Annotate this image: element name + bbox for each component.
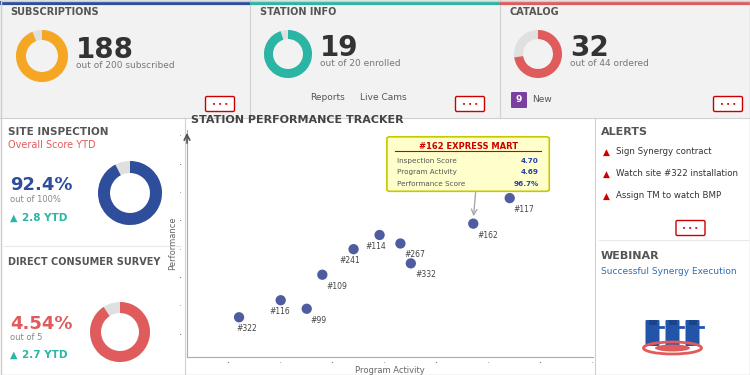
Text: ▲: ▲ — [603, 192, 610, 201]
Text: #267: #267 — [404, 251, 425, 260]
Text: #322: #322 — [236, 324, 257, 333]
Text: 9: 9 — [516, 96, 522, 105]
Text: #224: #224 — [530, 178, 550, 187]
Point — [301, 306, 313, 312]
Text: ▲: ▲ — [10, 213, 17, 223]
Text: out of 44 ordered: out of 44 ordered — [570, 58, 649, 68]
Wedge shape — [98, 161, 162, 225]
Text: Successful Synergy Execution: Successful Synergy Execution — [601, 267, 736, 276]
Text: Overall Score YTD: Overall Score YTD — [8, 140, 96, 150]
Text: 188: 188 — [76, 36, 134, 64]
FancyBboxPatch shape — [0, 118, 185, 375]
FancyBboxPatch shape — [676, 220, 705, 236]
FancyBboxPatch shape — [646, 320, 659, 346]
Point — [316, 272, 328, 278]
Wedge shape — [264, 30, 312, 78]
Text: 4.54%: 4.54% — [10, 315, 73, 333]
Text: • • •: • • • — [682, 225, 699, 231]
Point — [233, 314, 245, 320]
Text: New: New — [532, 96, 552, 105]
Text: ▲: ▲ — [10, 350, 17, 360]
Wedge shape — [16, 30, 68, 82]
FancyBboxPatch shape — [713, 96, 742, 111]
X-axis label: Program Activity: Program Activity — [356, 366, 424, 375]
Point — [405, 260, 417, 266]
Text: 32: 32 — [570, 34, 609, 62]
Text: 96.7%: 96.7% — [514, 180, 538, 186]
Text: 19: 19 — [320, 34, 358, 62]
Point — [374, 232, 386, 238]
Text: out of 5: out of 5 — [10, 333, 42, 342]
Text: #241: #241 — [340, 256, 361, 265]
Wedge shape — [264, 30, 312, 78]
Text: #116: #116 — [269, 307, 290, 316]
Point — [504, 195, 516, 201]
Wedge shape — [98, 161, 162, 225]
Text: ▲: ▲ — [603, 147, 610, 156]
Text: ▲: ▲ — [603, 170, 610, 178]
Text: #114: #114 — [366, 242, 386, 251]
Text: #162: #162 — [478, 231, 498, 240]
FancyBboxPatch shape — [668, 320, 676, 325]
Text: #117: #117 — [514, 205, 535, 214]
FancyBboxPatch shape — [387, 137, 549, 191]
Text: Sign Synergy contract: Sign Synergy contract — [616, 147, 712, 156]
Text: CATALOG: CATALOG — [510, 7, 560, 17]
Text: STATION INFO: STATION INFO — [260, 7, 336, 17]
Y-axis label: Performance: Performance — [168, 217, 177, 270]
Text: Live Cams: Live Cams — [360, 93, 407, 102]
Text: DIRECT CONSUMER SURVEY: DIRECT CONSUMER SURVEY — [8, 257, 160, 267]
Text: • • •: • • • — [720, 102, 736, 106]
Text: ALERTS: ALERTS — [601, 127, 648, 137]
Text: out of 200 subscribed: out of 200 subscribed — [76, 60, 175, 69]
Ellipse shape — [655, 345, 690, 351]
Text: SUBSCRIPTIONS: SUBSCRIPTIONS — [10, 7, 99, 17]
Text: #332: #332 — [415, 270, 436, 279]
Text: #109: #109 — [326, 282, 347, 291]
Text: 2.7 YTD: 2.7 YTD — [22, 350, 68, 360]
FancyBboxPatch shape — [665, 320, 680, 346]
Text: #162 EXPRESS MART: #162 EXPRESS MART — [419, 142, 518, 152]
FancyBboxPatch shape — [206, 96, 235, 111]
Text: STATION PERFORMANCE TRACKER: STATION PERFORMANCE TRACKER — [191, 115, 404, 125]
Text: 92.4%: 92.4% — [10, 176, 73, 194]
Text: Performance Score: Performance Score — [398, 180, 466, 186]
FancyBboxPatch shape — [595, 118, 750, 375]
Text: 4.69: 4.69 — [520, 169, 538, 175]
FancyBboxPatch shape — [511, 92, 527, 108]
Text: Program Activity: Program Activity — [398, 169, 458, 175]
FancyBboxPatch shape — [455, 96, 484, 111]
Point — [347, 246, 359, 252]
Point — [519, 170, 531, 176]
Wedge shape — [90, 302, 150, 362]
Point — [394, 240, 406, 246]
Text: out of 20 enrolled: out of 20 enrolled — [320, 58, 400, 68]
Text: WEBINAR: WEBINAR — [601, 251, 660, 261]
FancyBboxPatch shape — [0, 0, 750, 118]
Wedge shape — [514, 30, 562, 78]
FancyBboxPatch shape — [688, 320, 697, 325]
Text: • • •: • • • — [462, 102, 478, 106]
Text: Watch site #322 installation: Watch site #322 installation — [616, 170, 738, 178]
Text: out of 100%: out of 100% — [10, 195, 61, 204]
Text: Assign TM to watch BMP: Assign TM to watch BMP — [616, 192, 722, 201]
Text: SITE INSPECTION: SITE INSPECTION — [8, 127, 109, 137]
Text: Reports: Reports — [310, 93, 345, 102]
Wedge shape — [514, 30, 562, 78]
Point — [467, 220, 479, 226]
Wedge shape — [16, 30, 68, 82]
Text: 4.70: 4.70 — [521, 158, 538, 164]
Text: Inspection Score: Inspection Score — [398, 158, 458, 164]
Wedge shape — [90, 302, 150, 362]
Text: • • •: • • • — [211, 102, 228, 106]
FancyBboxPatch shape — [649, 320, 656, 325]
FancyBboxPatch shape — [686, 320, 700, 346]
Point — [274, 297, 286, 303]
FancyBboxPatch shape — [185, 118, 595, 375]
Text: 2.8 YTD: 2.8 YTD — [22, 213, 68, 223]
Text: #99: #99 — [311, 316, 327, 325]
